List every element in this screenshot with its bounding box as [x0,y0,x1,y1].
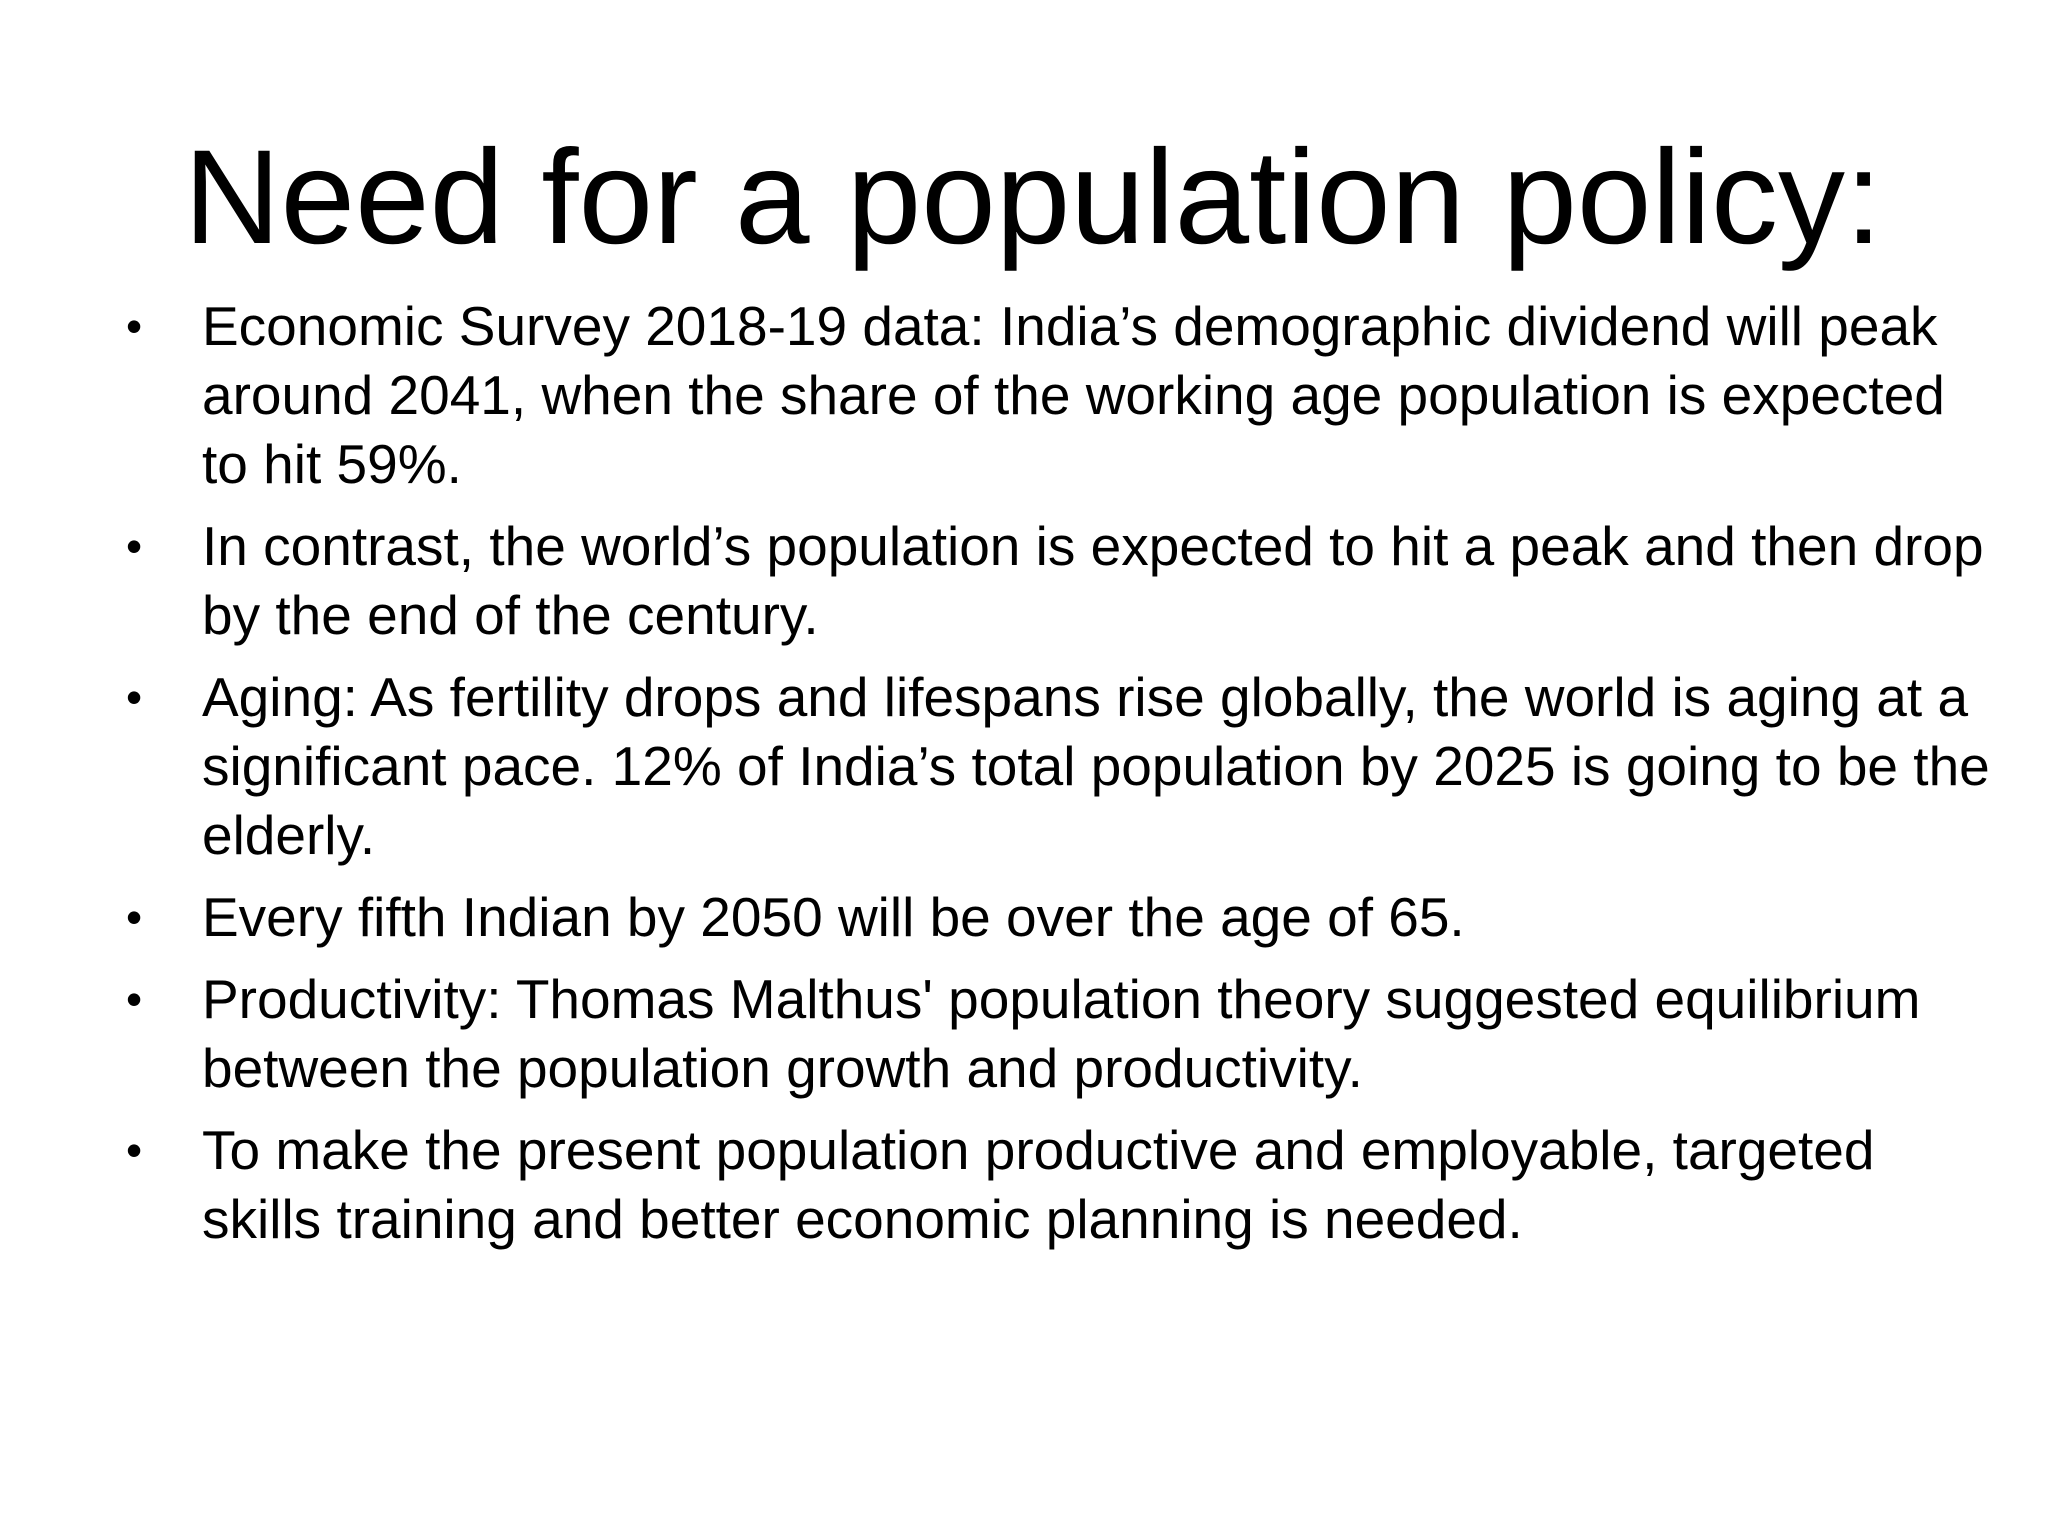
bullet-text: To make the present population productiv… [202,1119,1875,1250]
bullet-list: • Economic Survey 2018-19 data: India’s … [120,292,1990,1267]
bullet-text: Every fifth Indian by 2050 will be over … [202,886,1465,948]
bullet-item: • Productivity: Thomas Malthus' populati… [120,965,1990,1103]
bullet-text: Economic Survey 2018-19 data: India’s de… [202,295,1945,495]
bullet-item: • In contrast, the world’s population is… [120,512,1990,650]
bullet-item: • Every fifth Indian by 2050 will be ove… [120,883,1990,952]
bullet-text: In contrast, the world’s population is e… [202,515,1984,646]
bullet-dot-icon: • [126,973,143,1025]
bullet-dot-icon: • [126,300,143,352]
bullet-dot-icon: • [126,520,143,572]
bullet-item: • Aging: As fertility drops and lifespan… [120,663,1990,870]
slide-title: Need for a population policy: [183,123,1883,272]
bullet-text: Productivity: Thomas Malthus' population… [202,968,1921,1099]
bullet-dot-icon: • [126,891,143,943]
bullet-dot-icon: • [126,671,143,723]
bullet-item: • To make the present population product… [120,1116,1990,1254]
bullet-text: Aging: As fertility drops and lifespans … [202,666,1990,866]
bullet-dot-icon: • [126,1124,143,1176]
bullet-item: • Economic Survey 2018-19 data: India’s … [120,292,1990,499]
